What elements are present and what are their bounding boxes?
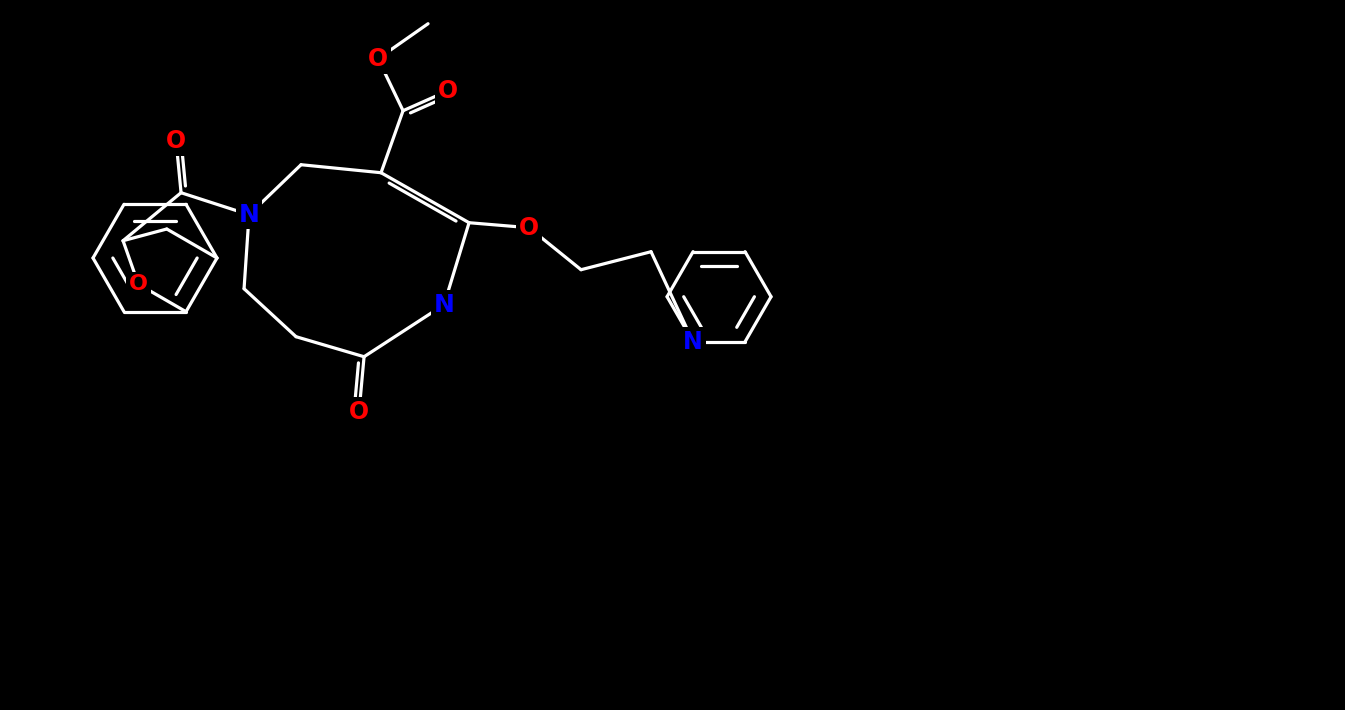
- Text: O: O: [129, 274, 148, 294]
- Text: O: O: [348, 400, 369, 424]
- Text: N: N: [683, 329, 703, 354]
- Text: N: N: [238, 203, 260, 226]
- Text: N: N: [433, 293, 455, 317]
- Text: O: O: [369, 47, 389, 71]
- Text: O: O: [519, 216, 539, 240]
- Text: O: O: [438, 79, 459, 103]
- Text: O: O: [165, 129, 186, 153]
